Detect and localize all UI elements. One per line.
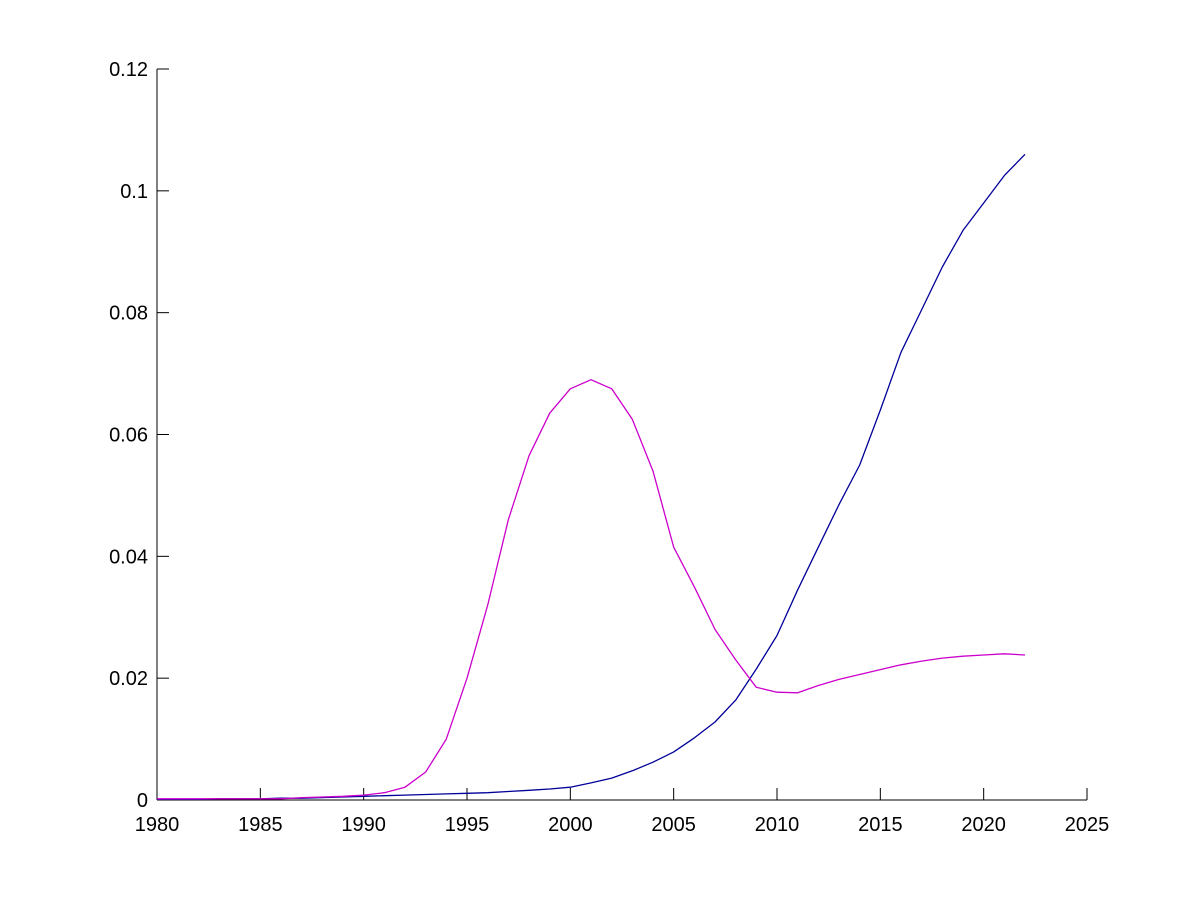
y-tick-label: 0.06 bbox=[109, 425, 148, 447]
y-tick-label: 0.1 bbox=[120, 181, 148, 203]
x-tick-label: 1995 bbox=[445, 814, 490, 836]
x-tick-label: 2000 bbox=[548, 814, 593, 836]
x-tick-label: 2015 bbox=[858, 814, 903, 836]
x-tick-label: 2020 bbox=[961, 814, 1006, 836]
series-magenta bbox=[157, 379, 1026, 800]
x-tick-label: 1990 bbox=[341, 814, 386, 836]
y-tick-label: 0.08 bbox=[109, 303, 148, 325]
y-tick-label: 0.04 bbox=[109, 546, 148, 568]
x-tick-label: 2010 bbox=[755, 814, 800, 836]
x-tick-label: 2025 bbox=[1065, 814, 1110, 836]
x-tick-label: 2005 bbox=[651, 814, 696, 836]
y-tick-label: 0 bbox=[137, 790, 148, 812]
y-tick-label: 0.02 bbox=[109, 668, 148, 690]
x-tick-label: 1985 bbox=[238, 814, 283, 836]
x-tick-label: 1980 bbox=[135, 814, 180, 836]
y-tick-label: 0.12 bbox=[109, 59, 148, 81]
series-blue bbox=[157, 153, 1026, 801]
